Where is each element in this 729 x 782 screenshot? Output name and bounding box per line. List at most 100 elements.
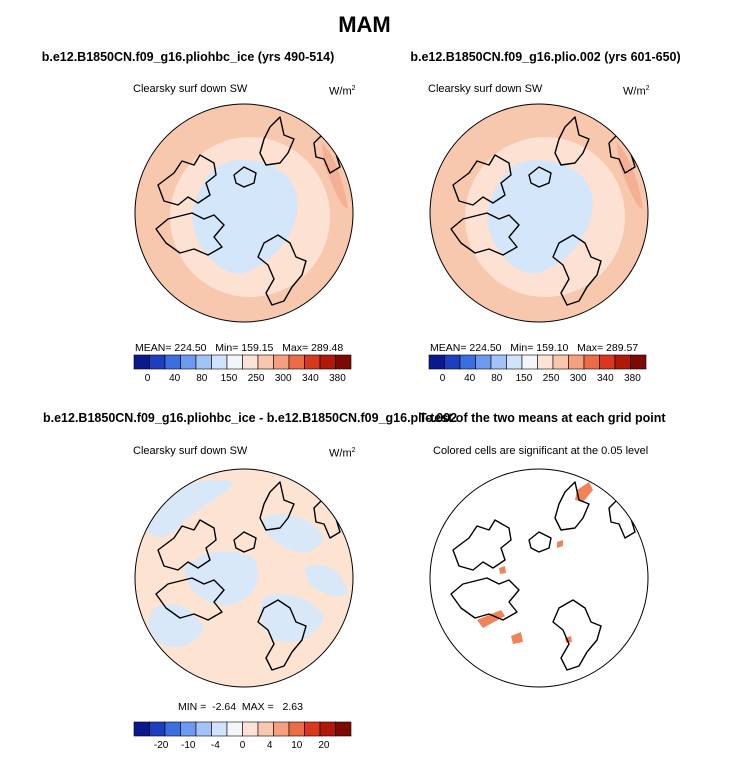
colorbar-box <box>242 721 259 737</box>
colorbar-box <box>552 354 569 370</box>
figure-title: MAM <box>338 12 391 37</box>
panel3-units: W/m2 <box>329 447 356 460</box>
panel3-variable-label: Clearsky surf down SW <box>133 445 248 457</box>
panel2-field-east-band <box>617 143 643 209</box>
colorbar-box <box>211 721 228 737</box>
colorbar-box <box>506 354 523 370</box>
panel1-field-east-band <box>322 143 348 209</box>
panel3-coastline-2 <box>257 599 307 671</box>
colorbar-box <box>149 721 166 737</box>
colorbar-tick-label: 380 <box>624 373 641 384</box>
colorbar-box <box>164 721 181 737</box>
panel1-coastline-0 <box>157 154 217 206</box>
panel1-title: b.e12.B1850CN.f09_g16.pliohbc_ice (yrs 4… <box>41 50 335 64</box>
colorbar-box <box>630 354 647 370</box>
colorbar-box <box>211 354 228 370</box>
colorbar-tick-label: 380 <box>329 373 346 384</box>
colorbar-box <box>335 721 352 737</box>
colorbar-box <box>319 354 336 370</box>
panel2-coastline-0 <box>452 154 512 206</box>
colorbar-box <box>288 721 305 737</box>
panel4-significant-cell-1 <box>477 610 505 628</box>
panel3-field-negative-0 <box>144 479 234 538</box>
colorbar-tick-label: -20 <box>154 740 169 751</box>
colorbar-box <box>304 721 321 737</box>
colorbar-tick-label: 0 <box>440 373 446 384</box>
panel3-coastline-0 <box>157 519 217 571</box>
panel1-units: W/m2 <box>329 85 356 98</box>
panel4-significant-cell-3 <box>557 540 563 548</box>
colorbar-box <box>257 721 274 737</box>
colorbar-box <box>257 354 274 370</box>
panel2-variable-label: Clearsky surf down SW <box>428 83 543 95</box>
panel1-coastline-5 <box>233 166 257 188</box>
colorbar-box <box>288 354 305 370</box>
colorbar-box <box>180 354 197 370</box>
colorbar-tick-label: 40 <box>464 373 476 384</box>
colorbar-box <box>304 354 321 370</box>
colorbar-tick-label: 150 <box>221 373 238 384</box>
panel1-stats: MEAN= 224.50 Min= 159.15 Max= 289.48 <box>135 342 344 354</box>
panel3-field-negative-2 <box>262 514 324 553</box>
panel2-map <box>429 103 649 323</box>
colorbar-tick-label: 0 <box>145 373 151 384</box>
colorbar-box <box>490 354 507 370</box>
colorbar-tick-label: 20 <box>318 740 330 751</box>
panel4-coastline-0 <box>452 519 512 571</box>
panel2-coastline-2 <box>552 234 602 306</box>
panel3-title: b.e12.B1850CN.f09_g16.pliohbc_ice - b.e1… <box>43 411 458 425</box>
colorbar-box <box>428 354 445 370</box>
colorbar-tick-label: 40 <box>169 373 181 384</box>
colorbar-box <box>242 354 259 370</box>
colorbar-box <box>583 354 600 370</box>
panel2-units: W/m2 <box>623 85 650 98</box>
colorbar-tick-label: 300 <box>275 373 292 384</box>
colorbar-box <box>537 354 554 370</box>
panel1-coastline-3 <box>259 116 295 166</box>
colorbar-box <box>226 721 243 737</box>
panel4-significant-cell-0 <box>575 482 593 502</box>
panel4-coastline-3 <box>554 481 590 531</box>
colorbar-box <box>335 354 352 370</box>
panel4-significant-cell-4 <box>499 566 506 574</box>
colorbar-box <box>226 354 243 370</box>
panel4-map-border <box>429 468 649 688</box>
colorbar-box <box>164 354 181 370</box>
colorbar-box <box>475 354 492 370</box>
colorbar-tick-label: 80 <box>196 373 208 384</box>
colorbar-box <box>273 354 290 370</box>
panel3-map-border <box>134 468 354 688</box>
panel2-coastline-5 <box>528 166 552 188</box>
colorbar-box <box>568 354 585 370</box>
panel3-map <box>134 468 354 688</box>
colorbar-box <box>133 721 150 737</box>
panel4-coastline-1 <box>450 577 520 621</box>
colorbar-tick-label: 250 <box>248 373 265 384</box>
colorbar-box <box>180 721 197 737</box>
panel4-coastline-5 <box>528 531 552 553</box>
panel3-coastline-5 <box>233 531 257 553</box>
panel4-significant-cell-2 <box>511 632 523 644</box>
colorbar-tick-label: 10 <box>291 740 303 751</box>
colorbar-box <box>195 354 212 370</box>
panel4-background <box>430 469 648 687</box>
colorbar-box <box>195 721 212 737</box>
panel4-coastline-2 <box>552 599 602 671</box>
panel3-field-negative-5 <box>304 564 348 597</box>
colorbar-tick-label: 340 <box>302 373 319 384</box>
colorbar-box <box>614 354 631 370</box>
colorbar-tick-label: 4 <box>267 740 273 751</box>
panel3-stats: MIN = -2.64 MAX = 2.63 <box>178 701 303 713</box>
panel4-significance-label: Colored cells are significant at the 0.0… <box>433 445 649 457</box>
colorbar-box <box>521 354 538 370</box>
colorbar-tick-label: -4 <box>211 740 220 751</box>
colorbar-box <box>319 721 336 737</box>
colorbar-box <box>599 354 616 370</box>
colorbar-tick-label: -10 <box>181 740 196 751</box>
panel2-title: b.e12.B1850CN.f09_g16.plio.002 (yrs 601-… <box>410 50 681 64</box>
panel1-colorbar: 0 40 80 150 250 300 340 380 <box>133 354 352 384</box>
panel1-map-border <box>134 103 354 323</box>
panel2-colorbar: 0 40 80 150 250 300 340 380 <box>428 354 647 384</box>
panel1-field-polar <box>192 159 298 274</box>
panel3-coastline-1 <box>155 577 225 621</box>
